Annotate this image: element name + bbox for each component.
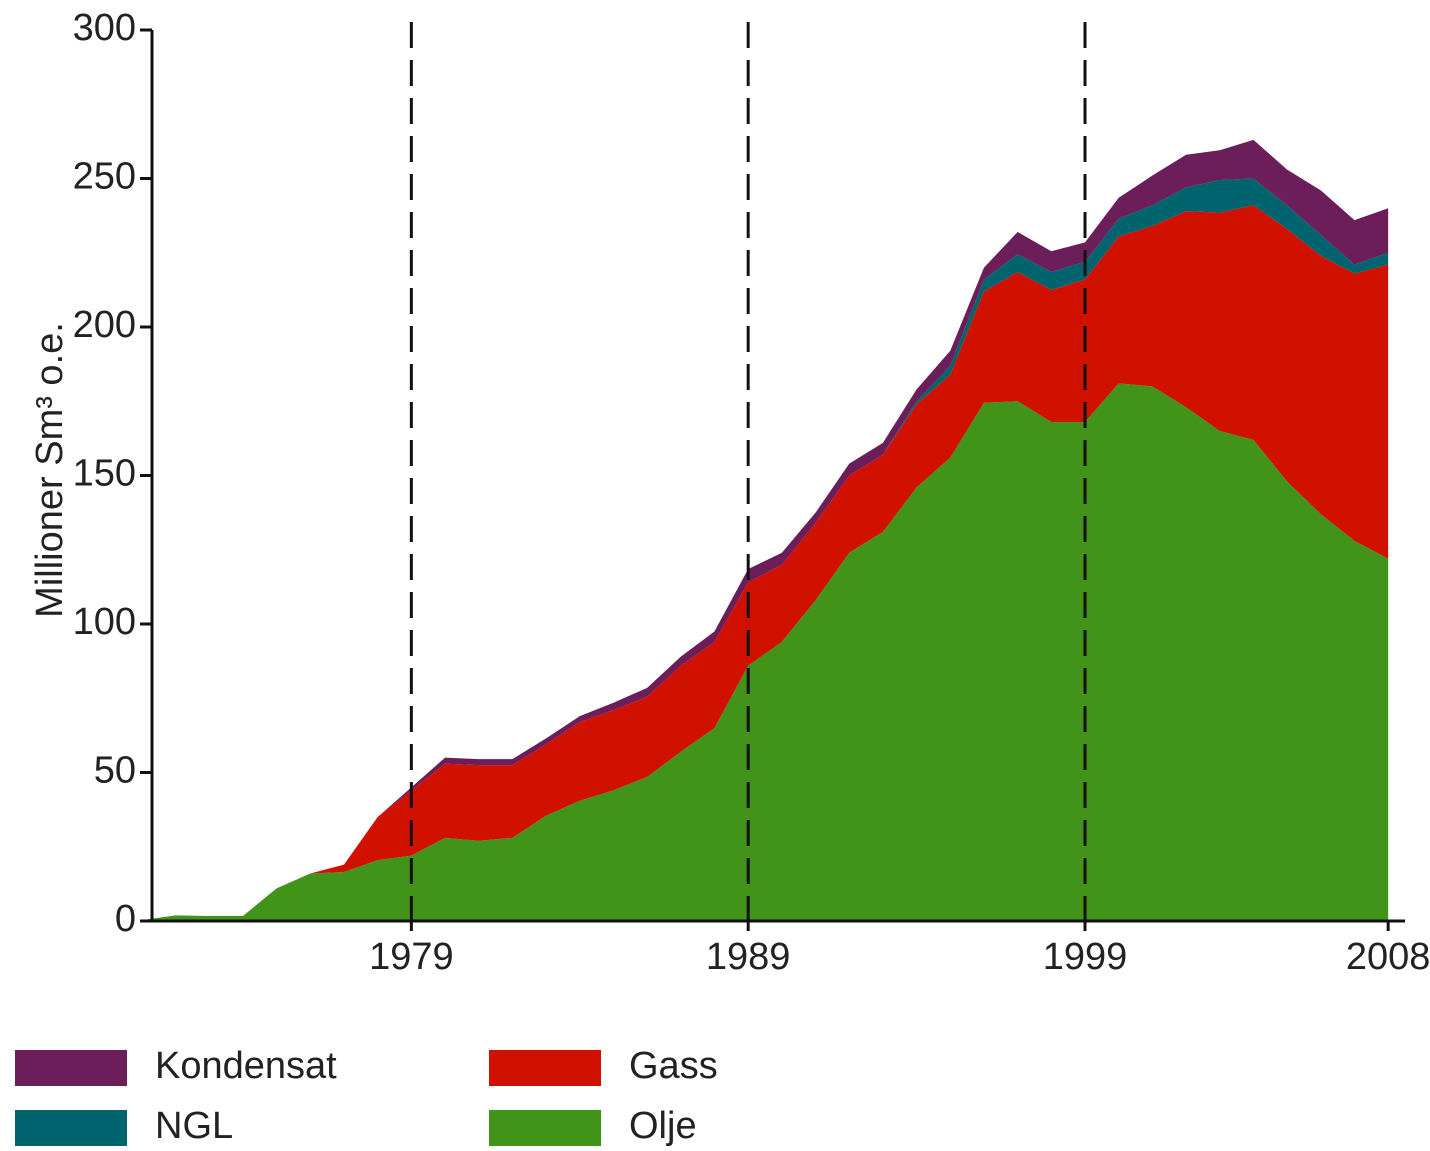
legend-swatch [489, 1050, 601, 1086]
y-tick-label: 50 [94, 750, 136, 792]
y-axis-label: Millioner Sm³ o.e. [29, 322, 71, 618]
y-tick-label: 150 [73, 453, 136, 495]
legend-swatch [15, 1050, 127, 1086]
area [141, 383, 1389, 921]
legend-label: NGL [155, 1105, 233, 1147]
legend-swatch [15, 1110, 127, 1146]
y-tick-label: 300 [73, 7, 136, 49]
legend-label: Olje [629, 1105, 697, 1147]
legend-label: Gass [629, 1045, 718, 1087]
area [141, 205, 1389, 921]
y-tick-label: 250 [73, 156, 136, 198]
legend-swatch [489, 1110, 601, 1146]
legend-label: Kondensat [155, 1045, 337, 1087]
x-tick-label: 1989 [706, 936, 791, 978]
x-tick-label: 2008 [1346, 936, 1430, 978]
y-tick-label: 200 [73, 304, 136, 346]
y-tick-label: 0 [115, 898, 136, 940]
y-tick-label: 100 [73, 601, 136, 643]
x-tick-label: 1979 [369, 936, 454, 978]
y-label-group: Millioner Sm³ o.e. [29, 322, 71, 618]
x-tick-label: 1999 [1043, 936, 1128, 978]
